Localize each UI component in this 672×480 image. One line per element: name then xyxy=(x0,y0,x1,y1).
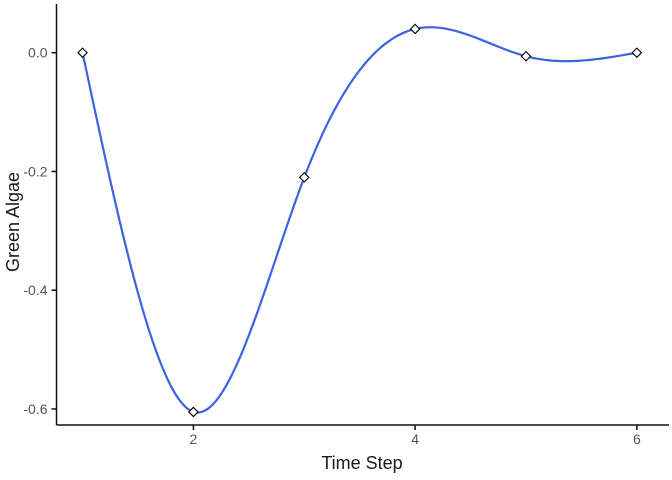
data-point-marker xyxy=(520,50,532,62)
x-tick-label: 2 xyxy=(190,431,198,447)
data-point-marker xyxy=(631,47,643,59)
data-point-marker xyxy=(298,172,310,183)
x-axis-title: Time Step xyxy=(321,453,402,473)
data-point-marker xyxy=(409,23,421,35)
data-point-marker xyxy=(188,406,199,418)
data-point-marker xyxy=(77,47,88,59)
y-tick-label: -0.6 xyxy=(23,401,47,417)
series-line xyxy=(81,26,638,414)
x-tick-label: 4 xyxy=(411,431,419,447)
y-axis-title: Green Algae xyxy=(3,172,23,272)
plot-area: 0.0 -0.2 -0.4 -0.6 2 4 6 xyxy=(23,4,669,447)
y-tick-label: -0.2 xyxy=(23,163,47,179)
x-tick-label: 6 xyxy=(633,431,641,447)
y-tick-label: -0.4 xyxy=(23,282,47,298)
y-tick-label: 0.0 xyxy=(28,45,48,61)
